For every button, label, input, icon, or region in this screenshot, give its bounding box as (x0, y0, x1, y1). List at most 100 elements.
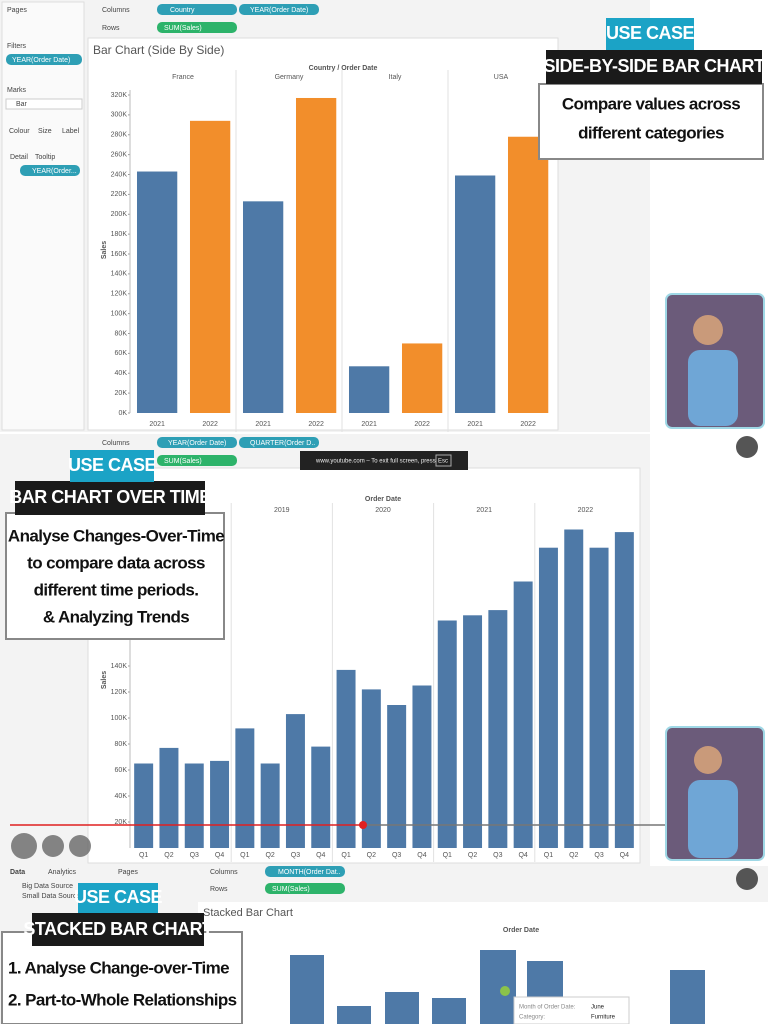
mark-type-dropdown[interactable] (5, 98, 83, 110)
shelf-pill-text: MONTH(Order Dat.. (278, 869, 341, 876)
column-header: Order Date (503, 927, 539, 934)
pages-label: Pages (118, 869, 138, 876)
x-tick-label: 2021 (255, 421, 271, 428)
scrubber[interactable] (359, 821, 367, 829)
x-tick-label: 2021 (149, 421, 165, 428)
y-tick-label: 160K (111, 251, 128, 258)
callout-badge-text: USE CASE (68, 455, 157, 475)
bar (488, 610, 508, 848)
callout-body (538, 83, 764, 160)
x-tick-label: Q4 (620, 852, 629, 859)
shelf-pill[interactable] (265, 883, 345, 894)
x-tick-label: Q3 (291, 852, 300, 859)
mark-button[interactable]: Colour (9, 128, 30, 135)
fullscreen-text: www.youtube.com – To exit full screen, p… (315, 459, 436, 465)
x-tick-label: Q2 (164, 852, 173, 859)
rows-label: Rows (102, 25, 120, 32)
fullscreen-notice (300, 451, 468, 470)
mark-button[interactable]: Label (62, 128, 80, 135)
presenter-face (694, 746, 722, 774)
callout-2: Analyse Changes-Over-Time to compare dat… (5, 450, 225, 640)
chart-2: 20K 40K 60K 80K 100K 120K 140K 2019 2020 2021 2022… (111, 479, 634, 862)
bar (437, 620, 457, 848)
tooltip-key: Month of Order Date: (519, 1005, 576, 1011)
bar (589, 547, 609, 848)
y-tick-label: 220K (111, 191, 128, 198)
shelf-pill[interactable] (265, 866, 345, 877)
bar (361, 689, 381, 848)
data-source[interactable]: Big Data Source (22, 883, 73, 890)
callout-title: STACKED BAR CHART (23, 919, 213, 939)
rows-label: Rows (210, 886, 228, 893)
callout-badge-text: USE CASE (606, 23, 695, 43)
column-header-label: 2022 (578, 507, 594, 514)
chart-title: Stacked Bar Chart (203, 907, 293, 919)
x-tick-label: 2021 (361, 421, 377, 428)
callout-text: different categories (578, 123, 724, 142)
bar (184, 763, 204, 848)
bar (210, 760, 230, 848)
bar (189, 120, 231, 414)
shelf-pill-text: SUM(Sales) (164, 458, 202, 465)
y-tick-label: 300K (111, 112, 128, 119)
data-source[interactable]: Small Data Source (22, 893, 80, 900)
filter-pill[interactable] (6, 54, 82, 65)
shelf-pill[interactable] (239, 437, 319, 448)
x-tick-label: 2022 (520, 421, 536, 428)
x-tick-label: Q2 (265, 852, 274, 859)
color-pill[interactable] (20, 165, 80, 176)
play-button[interactable] (11, 833, 37, 859)
x-tick-label: Q3 (594, 852, 603, 859)
menu-button[interactable] (736, 868, 758, 890)
shelf-pill[interactable] (157, 22, 237, 33)
column-header-label: Italy (389, 74, 402, 81)
bar (290, 955, 324, 1024)
shelf-pill-text: SUM(Sales) (164, 25, 202, 32)
y-tick-label: 20K (115, 390, 128, 397)
x-tick-label: 2022 (414, 421, 430, 428)
x-tick-label: Q3 (392, 852, 401, 859)
callout-text: Compare values across (562, 94, 740, 113)
pages-label: Pages (7, 7, 27, 14)
chart-1: 0K 20K 40K 60K 80K 100K 120K 140K 160K 180K 200K 22… (111, 70, 549, 432)
columns-label: Columns (210, 869, 238, 876)
y-tick-label: 140K (111, 271, 128, 278)
shelf-pill-text: Country (170, 7, 195, 14)
callout-title: SIDE-BY-SIDE BAR CHART (543, 56, 765, 76)
callout-badge-text: USE CASE (74, 887, 163, 907)
shelf-pill[interactable] (157, 455, 237, 466)
bar (260, 763, 280, 848)
y-tick-label: 20K (115, 819, 128, 826)
callout-body (5, 512, 225, 640)
presenter-face (693, 315, 723, 345)
x-tick-label: Q4 (518, 852, 527, 859)
column-header: Country / Order Date (309, 65, 378, 72)
bar (564, 529, 584, 848)
tab[interactable]: Analytics (48, 869, 77, 876)
volume-button[interactable] (69, 835, 91, 857)
mark-button[interactable]: Detail (10, 154, 28, 161)
bar (614, 532, 634, 848)
bar (285, 714, 305, 848)
prev-button[interactable] (42, 835, 64, 857)
shelf-pill[interactable] (157, 4, 237, 15)
bar (463, 615, 483, 848)
shelf-pill[interactable] (157, 437, 237, 448)
y-tick-label: 100K (111, 715, 128, 722)
mark-button[interactable]: Size (38, 128, 52, 135)
callout-badge (70, 450, 154, 482)
mark-button[interactable]: Tooltip (35, 154, 55, 161)
y-tick-label: 180K (111, 231, 128, 238)
x-tick-label: Q1 (443, 852, 452, 859)
bar (513, 581, 533, 848)
menu-button[interactable] (736, 436, 758, 458)
y-tick-label: 120K (111, 291, 128, 298)
x-tick-label: Q1 (341, 852, 350, 859)
bar (311, 746, 331, 848)
callout-badge (78, 883, 158, 913)
chart-title: Bar Chart (Side By Side) (93, 43, 224, 57)
y-tick-label: 280K (111, 132, 128, 139)
shelf-pill[interactable] (239, 4, 319, 15)
tab[interactable]: Data (10, 869, 25, 876)
